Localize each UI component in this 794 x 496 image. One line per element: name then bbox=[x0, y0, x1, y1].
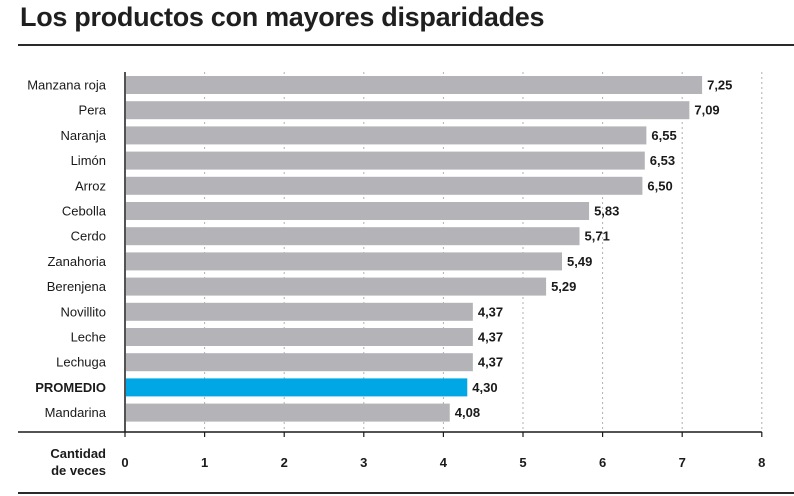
bar-4 bbox=[126, 176, 643, 195]
value-label-5: 5,83 bbox=[594, 204, 619, 219]
value-label-11: 4,37 bbox=[478, 355, 503, 370]
value-label-10: 4,37 bbox=[478, 330, 503, 345]
value-label-6: 5,71 bbox=[585, 229, 610, 244]
value-label-3: 6,53 bbox=[650, 153, 675, 168]
category-label-5: Cebolla bbox=[62, 204, 107, 219]
value-label-13: 4,08 bbox=[455, 405, 480, 420]
category-label-6: Cerdo bbox=[71, 229, 106, 244]
bar-5 bbox=[126, 202, 590, 220]
category-label-0: Manzana roja bbox=[27, 78, 107, 93]
x-tick-label-6: 6 bbox=[599, 455, 606, 470]
value-label-1: 7,09 bbox=[694, 103, 719, 118]
value-label-12: 4,30 bbox=[472, 380, 497, 395]
bar-12 bbox=[126, 378, 468, 397]
bar-8 bbox=[126, 277, 547, 296]
category-label-13: Mandarina bbox=[45, 405, 107, 420]
value-label-0: 7,25 bbox=[707, 78, 732, 93]
value-label-9: 4,37 bbox=[478, 304, 503, 319]
category-label-10: Leche bbox=[71, 330, 106, 345]
bar-7 bbox=[126, 252, 563, 271]
value-label-7: 5,49 bbox=[567, 254, 592, 269]
x-tick-label-8: 8 bbox=[758, 455, 765, 470]
category-label-8: Berenjena bbox=[47, 279, 107, 294]
bottom-divider bbox=[18, 492, 794, 494]
x-tick-label-1: 1 bbox=[201, 455, 208, 470]
chart-title: Los productos con mayores disparidades bbox=[20, 2, 545, 32]
category-label-9: Novillito bbox=[60, 304, 106, 319]
bar-11 bbox=[126, 353, 473, 372]
x-tick-label-2: 2 bbox=[281, 455, 288, 470]
category-label-3: Limón bbox=[71, 153, 106, 168]
title-divider bbox=[18, 44, 794, 46]
bar-10 bbox=[126, 328, 473, 346]
bar-9 bbox=[126, 302, 473, 321]
bar-6 bbox=[126, 227, 580, 246]
category-label-2: Naranja bbox=[60, 128, 106, 143]
value-label-4: 6,50 bbox=[647, 178, 672, 193]
x-tick-label-0: 0 bbox=[121, 455, 128, 470]
category-label-1: Pera bbox=[79, 103, 107, 118]
category-label-4: Arroz bbox=[75, 178, 106, 193]
bar-1 bbox=[126, 101, 690, 120]
value-label-8: 5,29 bbox=[551, 279, 576, 294]
x-axis-label-line-1: Cantidad bbox=[50, 446, 106, 461]
category-label-7: Zanahoria bbox=[47, 254, 106, 269]
category-label-11: Lechuga bbox=[56, 355, 107, 370]
bar-0 bbox=[126, 76, 703, 94]
x-tick-label-7: 7 bbox=[679, 455, 686, 470]
bar-2 bbox=[126, 126, 647, 145]
x-axis-label-line-2: de veces bbox=[51, 463, 106, 478]
bar-3 bbox=[126, 151, 645, 170]
x-tick-label-3: 3 bbox=[360, 455, 367, 470]
x-tick-label-5: 5 bbox=[519, 455, 526, 470]
x-tick-label-4: 4 bbox=[440, 455, 448, 470]
bar-13 bbox=[126, 403, 450, 422]
x-axis-label: Cantidad de veces bbox=[34, 445, 106, 479]
value-label-2: 6,55 bbox=[651, 128, 676, 143]
category-label-12: PROMEDIO bbox=[35, 380, 106, 395]
